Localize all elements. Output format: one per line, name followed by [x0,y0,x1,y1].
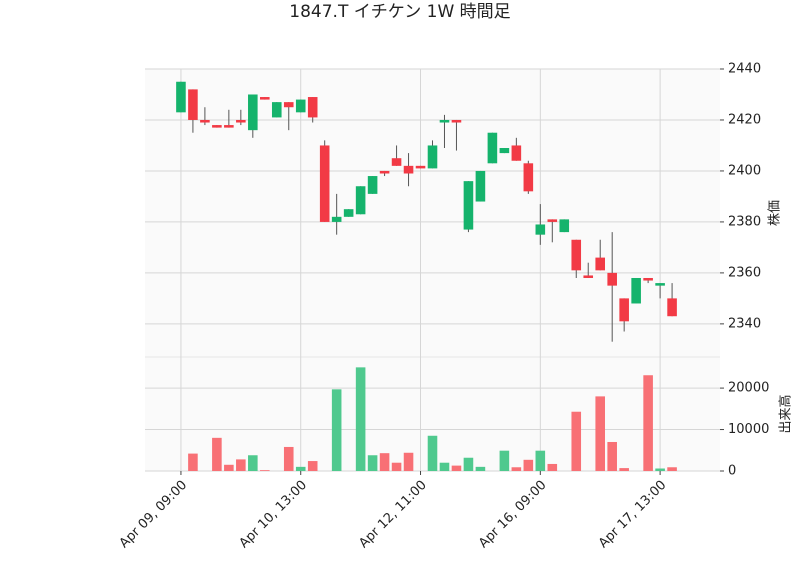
volume-bar [595,396,605,471]
volume-bar [307,461,318,471]
candle-body [559,219,570,233]
candle-body [655,283,665,286]
volume-bar [391,462,402,471]
volume-bar [224,464,234,471]
volume-bar [295,466,306,471]
y-tick-label: 2340 [728,316,761,331]
volume-bar [547,463,558,471]
volume-bar [367,455,378,471]
x-tick-label: Apr 10, 13:00 [237,478,310,551]
volume-bar [535,450,546,471]
candle-body [439,119,450,123]
candle-body [379,170,390,174]
candle-body [499,148,510,154]
volume-bar [619,468,629,471]
volume-bar [643,375,653,471]
volume-bar [571,411,582,471]
volume-bar [260,470,270,471]
volume-bar [331,389,342,471]
candle-body [535,224,546,235]
y2-axis-label: 出来高 [778,394,794,433]
volume-bar [283,446,294,471]
y-tick-label: 2420 [728,112,761,127]
volume-bar [379,453,390,471]
y-tick-label: 2400 [728,163,761,178]
volume-bar [463,457,474,471]
candle-body [355,186,366,215]
candle-body [212,125,222,128]
candle-body [523,163,534,192]
x-tick-label: Apr 17, 13:00 [596,478,669,551]
candle-body [631,277,641,304]
candle-body [487,132,498,164]
candle-body [463,181,474,230]
candle-body [176,81,186,113]
chart-title: 1847.T イチケン 1W 時間足 [289,2,510,22]
candle-body [343,209,354,217]
candle-body [200,119,210,123]
candle-body [236,119,246,123]
candle-body [271,102,282,118]
candle-body [595,257,605,271]
y-tick-label: 2360 [728,265,761,280]
volume-bar [355,367,366,471]
y-tick-label: 2380 [728,214,761,229]
volume-bar [523,459,534,471]
candle-body [295,99,306,113]
candle-body [547,219,558,222]
volume-bar [511,467,522,471]
candle-body [619,298,629,322]
candle-body [643,277,653,281]
x-tick-label: Apr 16, 09:00 [476,478,549,551]
candle-body [260,97,270,100]
candle-body [511,145,522,161]
candle-body [403,165,414,174]
volume-bar [499,450,510,471]
y2-tick-label: 0 [728,464,736,479]
candle-body [451,119,462,123]
y2-tick-label: 20000 [728,381,769,396]
y-axis-label: 株価 [768,200,783,226]
volume-bar [236,459,246,471]
volume-bar [188,453,198,471]
x-tick-label: Apr 12, 11:00 [356,478,429,551]
x-tick-label: Apr 09, 09:00 [117,478,190,551]
volume-bar [403,452,414,471]
candle-body [367,176,378,194]
volume-bar [439,462,450,471]
plot-area [145,69,720,471]
candle-body [667,298,677,317]
volume-bar [475,466,486,471]
volume-bar [667,467,677,471]
volume-bar [248,455,258,471]
y2-tick-label: 10000 [728,422,769,437]
volume-bar [655,468,665,471]
candle-body [607,272,617,286]
candle-body [331,216,342,222]
candle-body [283,102,294,108]
candle-body [571,239,582,271]
candle-body [188,89,198,120]
candle-body [427,145,438,169]
candle-body [583,275,594,278]
y-tick-label: 2440 [728,62,761,77]
volume-bar [607,441,617,471]
candle-body [319,145,330,222]
candle-body [248,94,258,131]
candle-body [415,165,426,169]
volume-bar [427,435,438,471]
candle-body [224,125,234,128]
candle-body [475,170,486,202]
volume-bar [212,437,222,471]
candle-body [391,158,402,166]
candle-body [307,97,318,118]
volume-bar [451,465,462,471]
